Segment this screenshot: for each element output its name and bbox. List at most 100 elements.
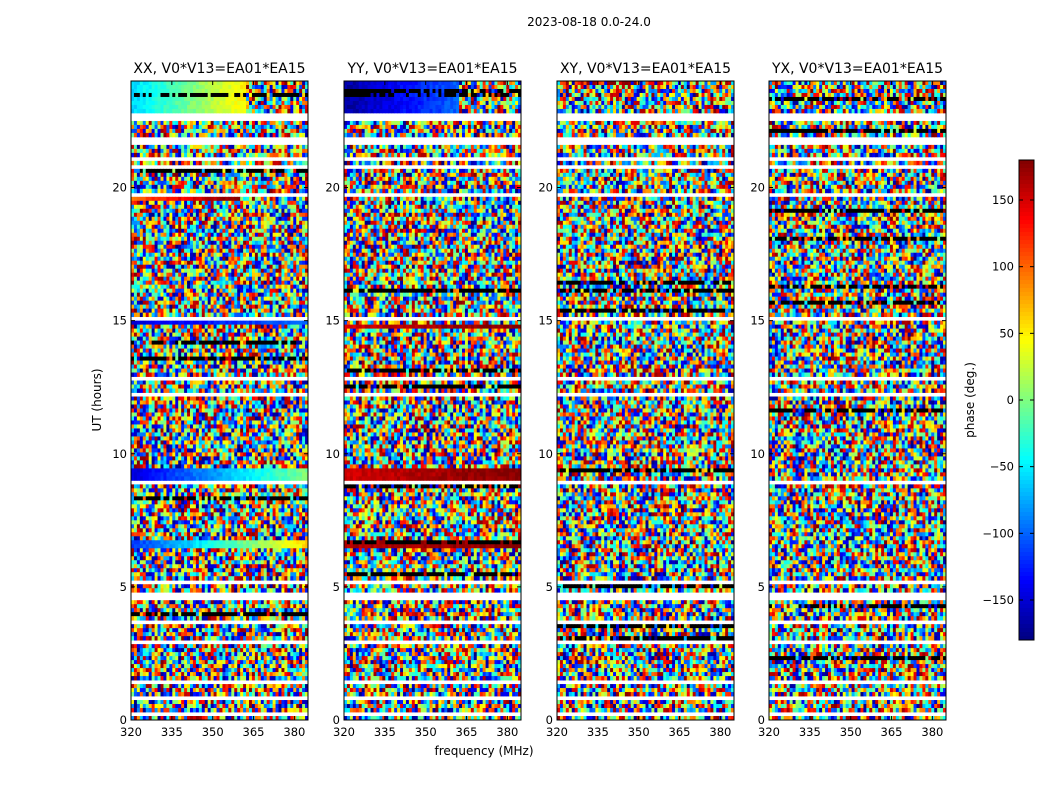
phase-cell	[210, 324, 214, 330]
phase-cell	[266, 208, 271, 214]
phase-cell	[154, 220, 158, 226]
phase-cell	[181, 92, 185, 98]
phase-cell	[133, 312, 138, 318]
phase-cell	[240, 236, 244, 242]
phase-cell	[142, 372, 147, 377]
phase-cell	[131, 84, 135, 90]
phase-cell	[275, 344, 279, 349]
phase-cell	[278, 188, 282, 194]
phase-cell	[175, 100, 179, 106]
phase-cell	[151, 356, 155, 361]
phase-cell	[228, 416, 232, 421]
phase-cell	[281, 372, 285, 377]
phase-cell	[175, 320, 179, 326]
phase-cell	[278, 180, 282, 186]
phase-cell	[269, 348, 273, 353]
phase-cell	[213, 412, 217, 417]
phase-cell	[254, 196, 259, 202]
phase-cell	[228, 96, 232, 102]
phase-cell	[296, 228, 300, 234]
phase-cell	[284, 384, 288, 389]
phase-cell	[254, 96, 259, 102]
phase-cell	[302, 276, 306, 282]
phase-cell	[251, 408, 256, 413]
phase-cell	[154, 276, 158, 282]
phase-cell	[169, 292, 173, 298]
phase-cell	[228, 252, 232, 258]
phase-cell	[240, 244, 244, 250]
phase-cell	[145, 100, 150, 106]
phase-cell	[204, 132, 209, 138]
phase-cell	[172, 96, 176, 102]
phase-cell	[272, 324, 276, 330]
phase-cell	[240, 280, 244, 286]
phase-cell	[269, 196, 273, 202]
phase-cell	[234, 168, 238, 174]
phase-cell	[237, 276, 241, 282]
phase-cell	[142, 412, 147, 417]
phase-cell	[131, 332, 135, 337]
phase-cell	[207, 264, 212, 270]
phase-cell	[290, 216, 294, 222]
phase-cell	[237, 120, 241, 126]
phase-cell	[139, 360, 144, 365]
phase-cell	[201, 344, 206, 349]
phase-cell	[166, 372, 170, 377]
phase-cell	[296, 168, 300, 174]
phase-cell	[216, 160, 220, 166]
phase-cell	[172, 396, 176, 401]
phase-cell	[305, 440, 308, 445]
phase-cell	[278, 448, 282, 453]
phase-cell	[187, 252, 191, 258]
phase-cell	[296, 344, 300, 349]
phase-cell	[192, 84, 197, 90]
phase-cell	[142, 384, 147, 389]
phase-cell	[263, 336, 268, 341]
phase-cell	[160, 152, 164, 158]
phase-cell	[246, 96, 250, 102]
phase-cell	[178, 336, 182, 341]
phase-cell	[257, 188, 262, 194]
phase-cell	[190, 396, 194, 401]
phase-cell	[154, 96, 158, 102]
phase-cell	[231, 128, 235, 134]
phase-cell	[192, 440, 197, 445]
phase-cell	[142, 96, 147, 102]
phase-cell	[305, 416, 308, 421]
phase-cell	[263, 176, 268, 182]
phase-cell	[257, 404, 262, 409]
phase-cell	[284, 432, 288, 437]
phase-cell	[184, 344, 188, 349]
phase-cell	[305, 344, 308, 349]
phase-cell	[296, 292, 300, 298]
phase-cell	[281, 272, 285, 278]
phase-cell	[210, 108, 214, 114]
phase-cell	[133, 448, 138, 453]
phase-cell	[254, 420, 259, 425]
phase-cell	[148, 412, 153, 417]
phase-cell	[287, 352, 291, 357]
phase-cell	[222, 356, 226, 361]
phase-cell	[299, 364, 303, 369]
phase-cell	[293, 444, 297, 449]
phase-cell	[249, 368, 253, 373]
phase-cell	[157, 428, 161, 433]
phase-cell	[163, 168, 167, 174]
phase-cell	[166, 320, 170, 326]
phase-cell	[299, 360, 303, 365]
phase-cell	[157, 216, 161, 222]
phase-cell	[204, 224, 209, 230]
phase-cell	[207, 88, 212, 94]
phase-cell	[187, 272, 191, 278]
phase-cell	[269, 380, 273, 385]
phase-cell	[157, 240, 161, 246]
phase-cell	[231, 328, 235, 333]
phase-cell	[299, 444, 303, 449]
phase-cell	[160, 360, 164, 365]
phase-cell	[305, 172, 308, 178]
phase-cell	[243, 408, 247, 413]
phase-cell	[263, 200, 268, 206]
phase-cell	[272, 308, 276, 314]
phase-cell	[228, 388, 232, 393]
phase-cell	[207, 296, 212, 302]
